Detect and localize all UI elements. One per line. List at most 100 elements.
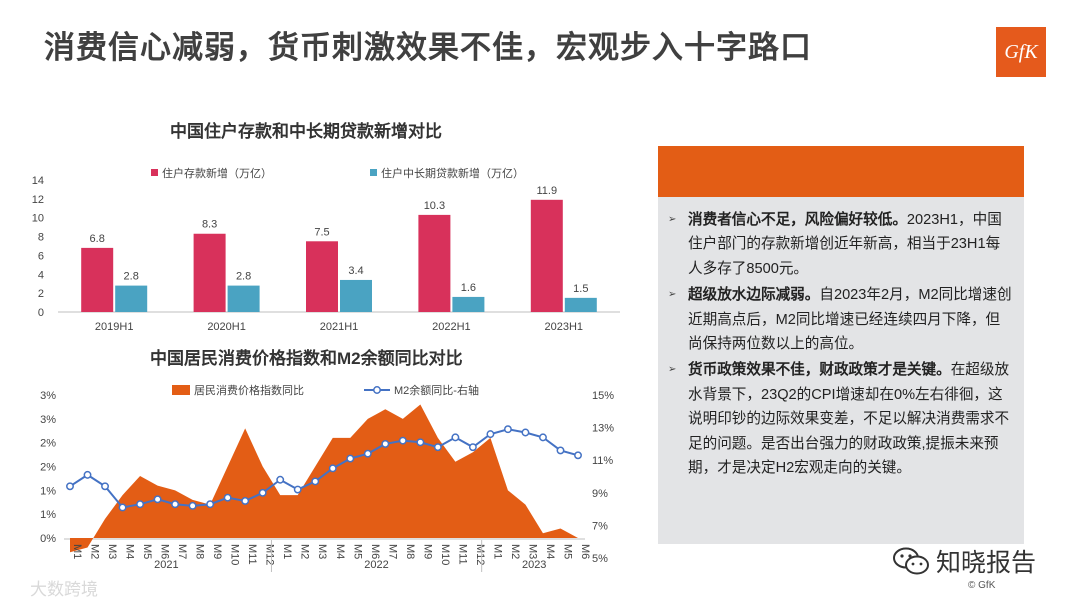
bar [81, 247, 114, 312]
m2-point [346, 454, 355, 463]
m2-point [503, 425, 512, 434]
m2-point [276, 475, 285, 484]
bar [193, 233, 226, 312]
x-tick-label: M1 [281, 544, 293, 559]
bullet-text: 在超级放水背景下，23Q2的CPI增速却在0%左右徘徊，这说明印钞的边际效果变差… [688, 362, 1010, 477]
x-tick-label: M8 [404, 544, 416, 559]
m2-point [241, 497, 250, 505]
x-tick-label: M10 [439, 544, 451, 565]
legend-swatch [172, 385, 190, 395]
m2-point [363, 449, 372, 458]
data-label: 10.3 [424, 200, 445, 212]
y-left-tick-label: 3% [40, 414, 56, 426]
y-right-tick-label: 15% [592, 390, 614, 402]
x-tick-label: M3 [316, 544, 328, 559]
x-tick-label: 2022H1 [432, 321, 471, 333]
bullet-item: ➢ 消费者信心不足，风险偏好较低。2023H1，中国住户部门的存款新增创近年新高… [668, 208, 1014, 281]
x-tick-label: M12 [264, 544, 276, 565]
m2-point [521, 428, 530, 437]
bullet-item: ➢ 超级放水边际减弱。自2023年2月，M2同比增速创近期高点后，M2同比增速已… [668, 283, 1014, 356]
y-right-tick-label: 5% [592, 553, 608, 565]
data-label: 8.3 [202, 219, 217, 231]
m2-point [398, 436, 407, 445]
watermark-text: 知晓报告 [936, 549, 1037, 577]
copyright: © GfK [968, 580, 996, 591]
y-tick-label: 2 [38, 288, 44, 300]
y-tick-label: 6 [38, 250, 44, 262]
m2-point [136, 500, 145, 509]
x-tick-label: M3 [526, 544, 538, 559]
data-label: 11.9 [537, 185, 558, 197]
bullet-lead: 消费者信心不足，风险偏好较低。 [688, 212, 907, 228]
data-label: 2.8 [124, 271, 139, 283]
legend-swatch [370, 169, 377, 176]
legend-label: 住户中长期贷款新增（万亿） [381, 166, 524, 180]
legend-label: M2余额同比-右轴 [394, 383, 479, 397]
m2-point [311, 477, 320, 486]
m2-point [451, 433, 460, 442]
m2-point [101, 482, 109, 491]
m2-point [66, 482, 74, 491]
y-right-tick-label: 11% [592, 455, 613, 467]
arrow-bullet-icon: ➢ [668, 214, 677, 225]
bar [115, 285, 148, 312]
m2-point [539, 433, 547, 442]
x-tick-label: M4 [124, 544, 136, 559]
x-tick-label: M1 [71, 544, 83, 559]
y-left-tick-label: 2% [40, 438, 56, 450]
data-label: 2.8 [236, 271, 251, 283]
bullet-lead: 货币政策效果不佳，财政政策才是关键。 [688, 362, 951, 379]
bar-chart-title: 中国住户存款和中长期贷款新增对比 [170, 122, 442, 141]
m2-point [293, 485, 302, 494]
y-left-tick-label: 1% [40, 509, 56, 521]
m2-point [206, 500, 215, 509]
year-label: 2023 [522, 559, 546, 571]
data-label: 1.5 [573, 283, 588, 295]
arrow-bullet-icon: ➢ [668, 364, 677, 376]
m2-point [118, 503, 127, 512]
m2-point [416, 438, 425, 447]
bar [227, 285, 260, 312]
bar [340, 279, 372, 312]
x-tick-label: M6 [369, 544, 381, 559]
cpi-area [70, 404, 578, 553]
y-right-tick-label: 13% [592, 423, 614, 435]
gfk-logo: GfK [996, 27, 1046, 77]
legend-swatch [151, 169, 158, 176]
bullet-text: 自2023年2月，M2同比增速创近期高点后，M2同比增速已经连续四月下降，但尚保… [688, 287, 1012, 353]
x-tick-label: M5 [351, 544, 363, 559]
x-tick-label: M1 [491, 544, 503, 559]
y-right-tick-label: 9% [592, 488, 608, 500]
m2-point [381, 439, 390, 448]
y-left-tick-label: 1% [40, 485, 56, 497]
x-tick-label: M7 [176, 544, 188, 559]
bar [418, 214, 451, 312]
y-left-tick-label: 2% [40, 462, 56, 474]
y-tick-label: 10 [32, 213, 44, 225]
year-label: 2022 [364, 559, 388, 571]
x-tick-label: M4 [334, 544, 346, 559]
x-tick-label: M4 [544, 544, 556, 559]
x-tick-label: M7 [386, 544, 398, 559]
bar [530, 199, 563, 312]
bar [452, 296, 485, 312]
year-label: 2021 [154, 559, 178, 571]
m2-point [574, 451, 582, 460]
x-tick-label: M2 [299, 544, 311, 559]
legend-label: 住户存款新增（万亿） [162, 166, 272, 180]
y-tick-label: 12 [32, 194, 44, 206]
m2-point [171, 500, 180, 509]
x-tick-label: M10 [229, 544, 241, 565]
x-tick-label: M11 [246, 544, 258, 565]
x-tick-label: 2020H1 [207, 321, 246, 333]
x-tick-label: M9 [421, 544, 433, 559]
data-label: 7.5 [314, 226, 329, 238]
x-tick-label: M6 [159, 544, 171, 559]
x-tick-label: M9 [211, 544, 223, 559]
x-tick-label: 2023H1 [545, 321, 584, 333]
y-left-tick-label: 3% [40, 390, 56, 402]
bar [564, 297, 597, 312]
m2-point [486, 430, 495, 439]
m2-point [83, 470, 92, 479]
data-label: 1.6 [461, 282, 476, 294]
